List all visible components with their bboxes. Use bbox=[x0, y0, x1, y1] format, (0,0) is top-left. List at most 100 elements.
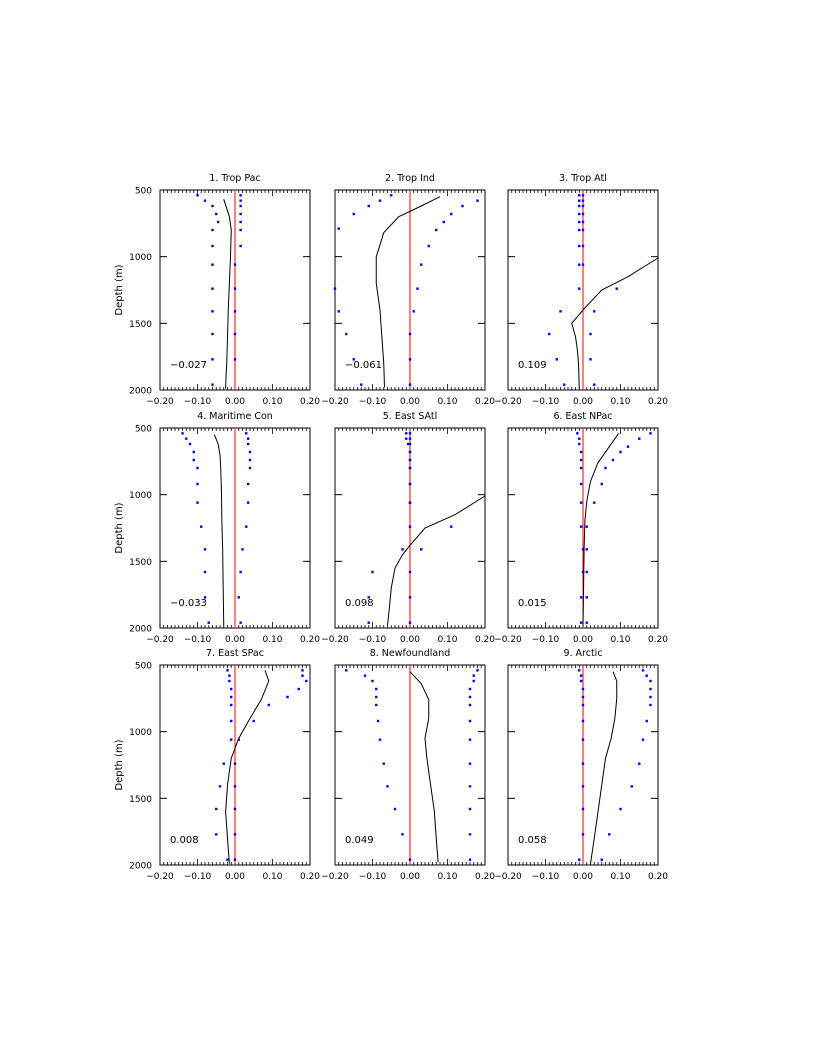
bound-dot bbox=[581, 785, 585, 788]
bound-dot bbox=[468, 833, 472, 836]
bound-dot bbox=[581, 695, 585, 699]
y-tick-label: 1000 bbox=[129, 253, 152, 263]
bound-dot bbox=[585, 570, 588, 574]
bound-dot bbox=[390, 194, 393, 197]
correlation-value: −0.027 bbox=[170, 360, 207, 371]
x-tick-label: −0.20 bbox=[146, 872, 174, 882]
bound-dot bbox=[360, 383, 363, 386]
panel-1: 1. Trop Pac −0.20 −0.10 0.00 0.10 0.20 500 1000… bbox=[114, 173, 320, 407]
bound-dot bbox=[408, 466, 412, 470]
bound-dot bbox=[555, 358, 558, 361]
bound-dot bbox=[401, 548, 404, 551]
bound-dot bbox=[576, 432, 579, 435]
bound-dot bbox=[649, 679, 652, 683]
bound-dot bbox=[593, 310, 596, 313]
bound-dot bbox=[581, 719, 585, 723]
y-tick-label: 1500 bbox=[129, 795, 152, 805]
bound-dot bbox=[239, 244, 242, 248]
bound-dot bbox=[239, 220, 242, 224]
bound-dot bbox=[188, 442, 192, 446]
x-tick-label: −0.10 bbox=[184, 397, 212, 407]
profile-line bbox=[213, 434, 225, 626]
bound-dot bbox=[245, 432, 248, 435]
bound-dot bbox=[401, 833, 404, 836]
x-tick-label: 0.10 bbox=[437, 872, 457, 882]
bound-dot bbox=[376, 719, 380, 723]
x-tick-label: 0.10 bbox=[262, 397, 282, 407]
bound-dot bbox=[211, 383, 214, 386]
profile-line bbox=[223, 199, 232, 389]
bound-dot bbox=[649, 687, 652, 691]
y-tick-label: 500 bbox=[135, 662, 152, 672]
bound-dot bbox=[579, 674, 583, 677]
bound-dot bbox=[375, 695, 378, 699]
bound-dot bbox=[222, 762, 225, 765]
x-tick-label: 0.20 bbox=[475, 872, 495, 882]
bound-dot bbox=[203, 570, 207, 574]
bound-dot bbox=[581, 220, 585, 224]
bound-dot bbox=[408, 858, 412, 861]
bound-dot bbox=[382, 762, 385, 765]
bound-dot bbox=[468, 695, 472, 699]
bound-dot bbox=[581, 244, 585, 248]
bound-dot bbox=[248, 466, 252, 470]
x-tick-label: 0.10 bbox=[262, 872, 282, 882]
bound-dot bbox=[228, 679, 231, 683]
panel-8: 8. Newfoundland −0.20 −0.10 0.00 0.10 0.20 0.0… bbox=[321, 648, 495, 882]
profile-line bbox=[387, 495, 486, 626]
correlation-value: 0.058 bbox=[518, 835, 547, 846]
bound-dot bbox=[435, 228, 438, 232]
bound-dot bbox=[589, 358, 592, 361]
bound-dot bbox=[578, 194, 581, 197]
x-tick-label: −0.10 bbox=[184, 635, 212, 645]
correlation-value: −0.061 bbox=[345, 360, 382, 371]
bound-dot bbox=[215, 807, 218, 811]
panel-9: 9. Arctic −0.20 −0.10 0.00 0.10 0.20 0.058 bbox=[494, 648, 668, 882]
x-tick-label: −0.20 bbox=[146, 635, 174, 645]
bound-dot bbox=[228, 674, 231, 677]
x-tick-label: −0.10 bbox=[359, 635, 387, 645]
bound-dot bbox=[472, 679, 475, 683]
bound-dot bbox=[239, 570, 242, 574]
bound-dot bbox=[301, 674, 304, 677]
panel-title: 7. East SPac bbox=[206, 648, 264, 659]
x-tick-label: 0.20 bbox=[475, 635, 495, 645]
y-axis-label: Depth (m) bbox=[114, 502, 125, 553]
bound-dot bbox=[211, 244, 214, 248]
panel-7: 7. East SPac −0.20 −0.10 0.00 0.10 0.20 500 100… bbox=[114, 648, 320, 882]
y-tick-label: 500 bbox=[135, 187, 152, 197]
bound-dot bbox=[600, 482, 603, 486]
bound-dot bbox=[476, 669, 479, 672]
bound-dot bbox=[378, 199, 382, 202]
x-tick-label: 0.00 bbox=[225, 635, 245, 645]
x-tick-label: −0.20 bbox=[321, 635, 349, 645]
bound-dot bbox=[239, 212, 242, 216]
y-tick-label: 2000 bbox=[129, 862, 152, 872]
bound-dot bbox=[215, 833, 218, 836]
bound-dot bbox=[649, 703, 652, 707]
profile-line bbox=[590, 671, 618, 864]
bound-dot bbox=[230, 695, 233, 699]
correlation-value: 0.098 bbox=[345, 598, 374, 609]
bound-dot bbox=[371, 679, 374, 683]
bound-dot bbox=[211, 204, 214, 208]
x-tick-label: 0.10 bbox=[262, 635, 282, 645]
bound-dot bbox=[352, 212, 355, 216]
bound-dot bbox=[420, 548, 423, 551]
bound-dot bbox=[611, 458, 615, 462]
bound-dot bbox=[645, 719, 648, 723]
bound-dot bbox=[579, 482, 583, 486]
bound-dot bbox=[578, 263, 581, 266]
x-tick-label: 0.00 bbox=[573, 872, 593, 882]
bound-dot bbox=[378, 738, 382, 741]
bound-dot bbox=[581, 762, 585, 765]
bound-dot bbox=[196, 501, 199, 504]
bound-dot bbox=[230, 703, 233, 707]
x-tick-label: 0.00 bbox=[225, 872, 245, 882]
bound-dot bbox=[233, 807, 237, 811]
bound-dot bbox=[393, 807, 397, 811]
bound-dot bbox=[581, 703, 585, 707]
bound-dot bbox=[581, 194, 585, 197]
x-tick-label: 0.00 bbox=[400, 635, 420, 645]
bound-dot bbox=[450, 212, 453, 216]
